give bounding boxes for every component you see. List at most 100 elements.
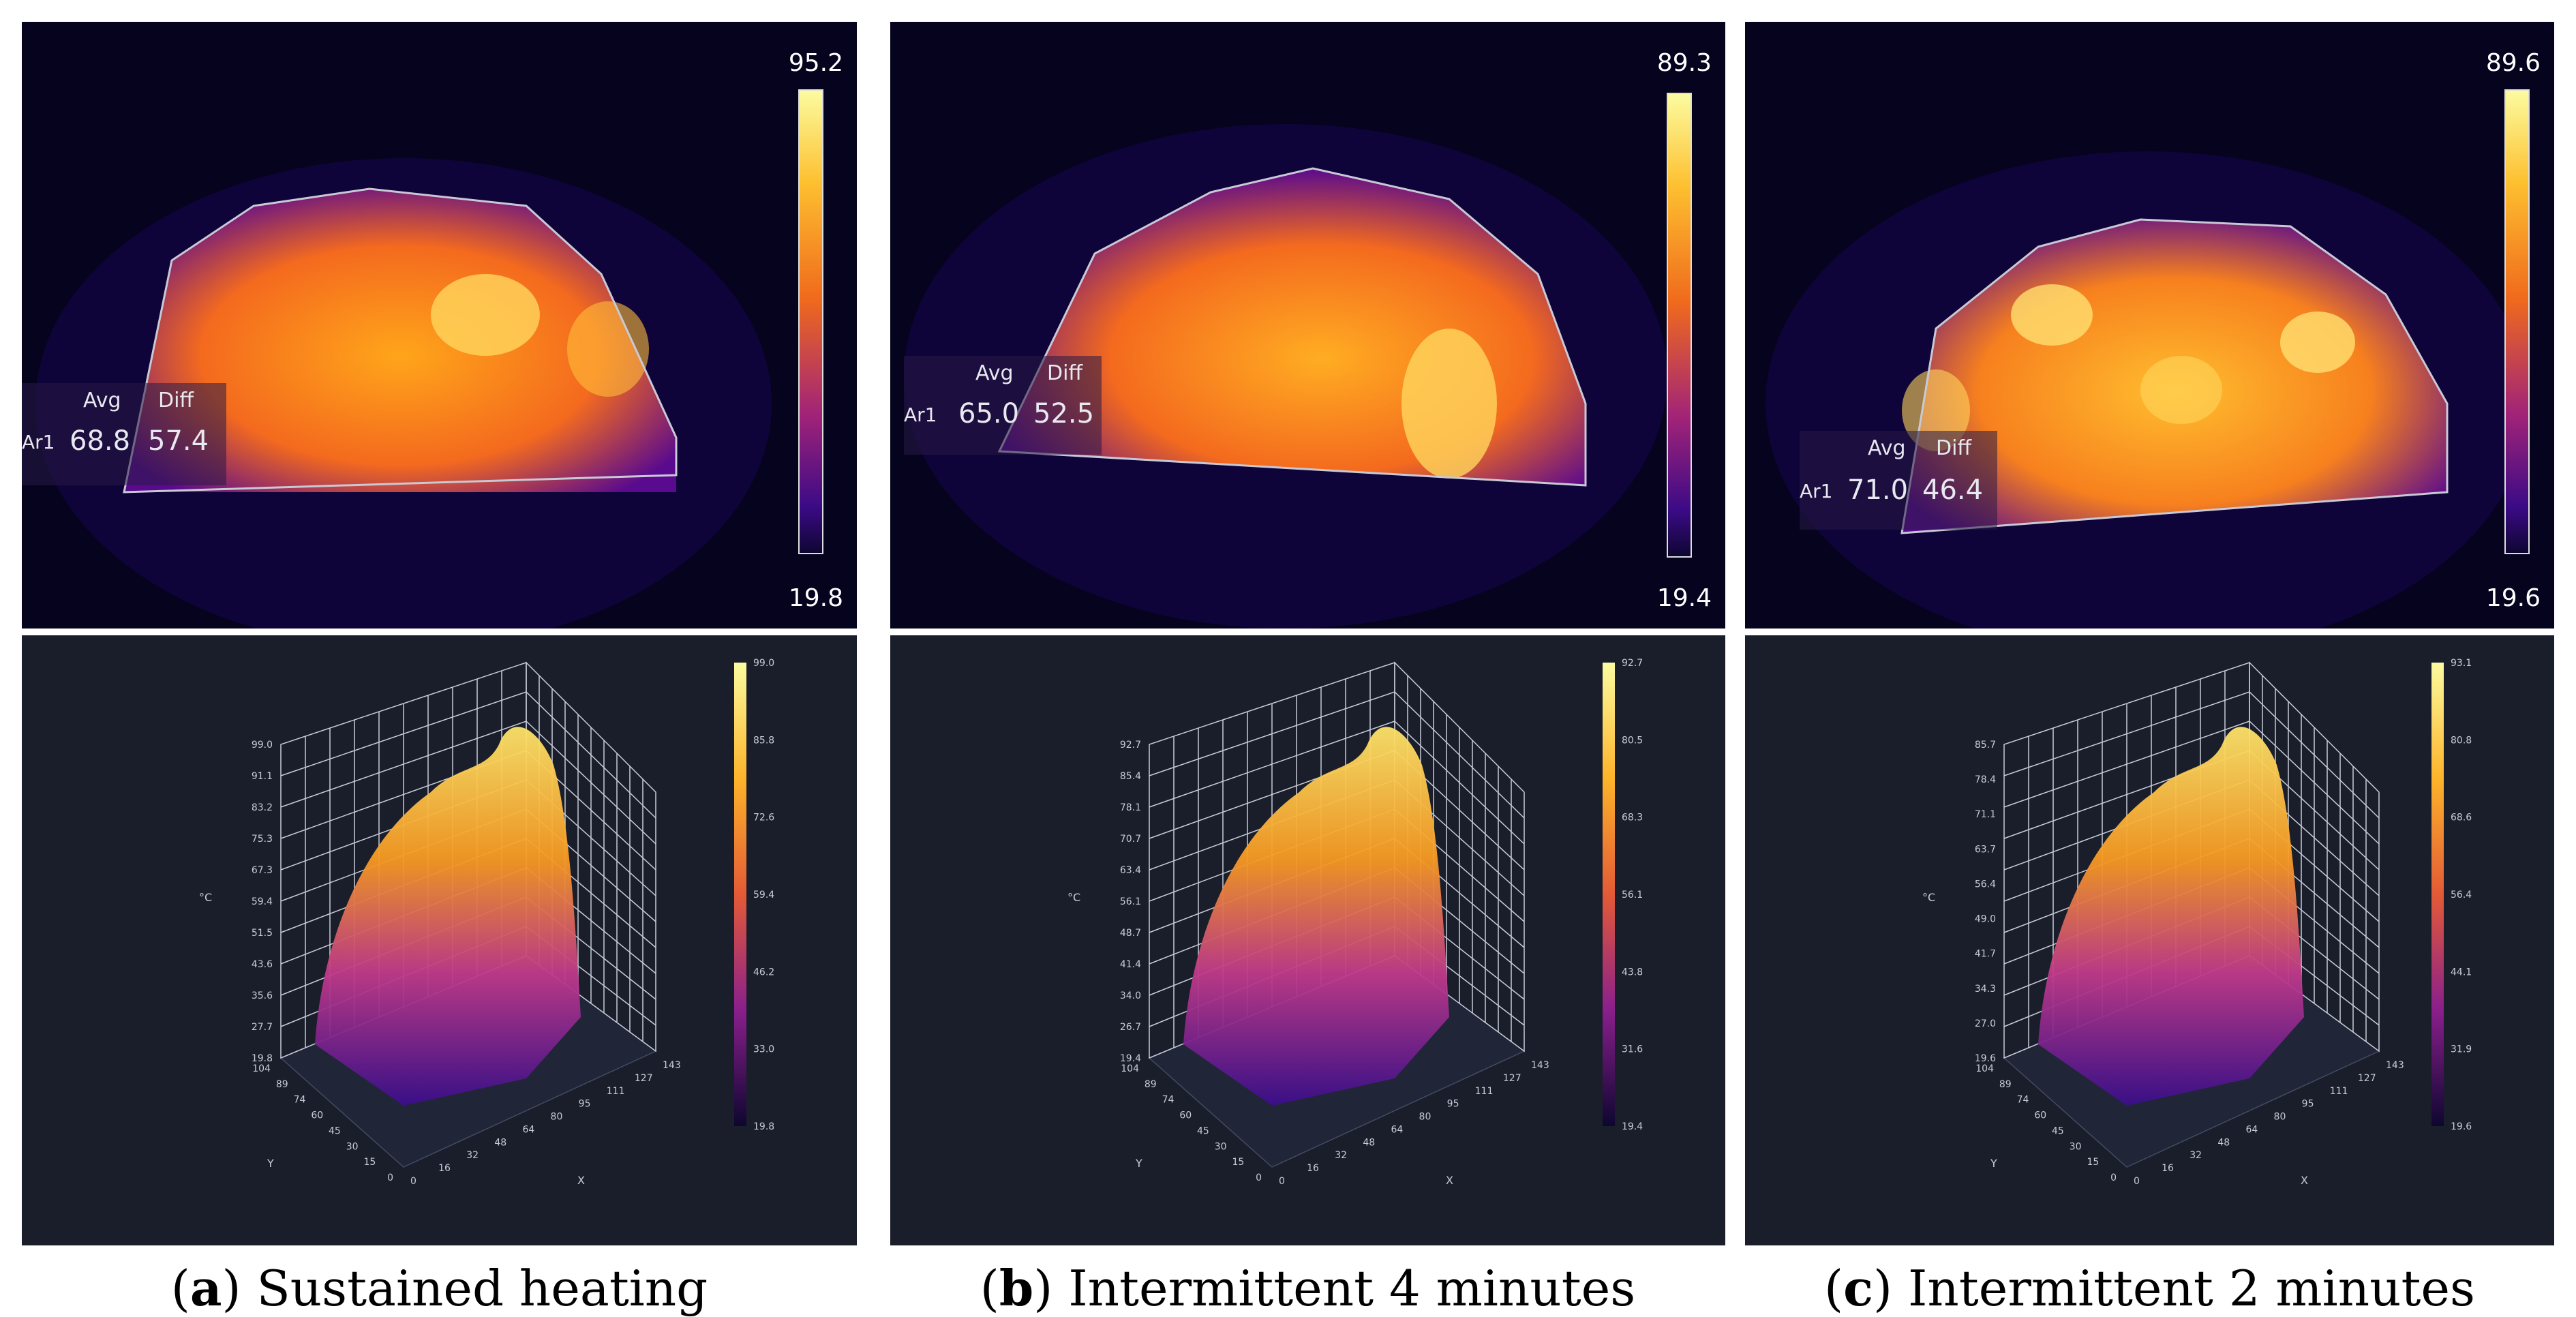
z-tick-label: 27.7: [252, 1022, 273, 1033]
z-tick-label: 67.3: [252, 865, 273, 876]
colorbar: [2431, 663, 2444, 1126]
caption-c: (c) Intermittent 2 minutes: [1824, 1259, 2475, 1317]
z-tick-label: 85.7: [1975, 740, 1996, 751]
roi-label: Ar1: [904, 404, 937, 426]
z-tick-label: 43.6: [252, 959, 273, 970]
surface-svg: 92.7 85.4 78.1 70.7 63.4 56.1 48.7 41.4 34.0 26.7…: [1067, 658, 1643, 1187]
y-tick-label: 74: [294, 1095, 306, 1106]
z-axis-label: °C: [1067, 891, 1080, 904]
colorbar-tick-label: 68.6: [2451, 813, 2472, 823]
temperature-surface: [1183, 727, 1449, 1106]
y-tick-label: 89: [1145, 1079, 1157, 1090]
diff-header: Diff: [1936, 436, 1972, 460]
diff-header: Diff: [158, 389, 194, 412]
diff-value: 57.4: [148, 425, 209, 457]
x-tick-label: 143: [1531, 1060, 1549, 1071]
diff-value: 46.4: [1922, 474, 1984, 506]
colorbar-tick-label: 19.6: [2451, 1121, 2472, 1132]
x-tick-label: 0: [2134, 1176, 2140, 1187]
y-tick-label: 0: [387, 1172, 393, 1183]
z-tick-label: 59.4: [252, 896, 273, 907]
colorbar-tick-label: 92.7: [1622, 658, 1643, 669]
caption-letter: b: [999, 1259, 1034, 1317]
colorbar: [1603, 663, 1615, 1126]
caption-letter: a: [190, 1259, 222, 1317]
z-tick-label: 78.1: [1120, 802, 1141, 813]
panel-a: 95.2 19.8 Avg Diff Ar1 68.8 57.4 99.0 91.…: [22, 22, 857, 1317]
thermal-image-b: 89.3 19.4 Avg Diff Ar1 65.0 52.5: [890, 22, 1725, 629]
colorbar-tick-label: 19.8: [753, 1121, 774, 1132]
colorbar-tick-label: 31.9: [2451, 1044, 2472, 1055]
x-tick-label: 48: [2217, 1137, 2230, 1148]
x-tick-label: 143: [2386, 1060, 2404, 1071]
z-tick-label: 35.6: [252, 990, 273, 1001]
colorbar: [734, 663, 746, 1126]
roi-readout: Avg Diff Ar1 65.0 52.5: [904, 356, 1102, 455]
y-tick-label: 0: [2110, 1172, 2117, 1183]
colorbar-tick-label: 43.8: [1622, 967, 1643, 978]
avg-header: Avg: [1868, 436, 1906, 460]
z-tick-label: 26.7: [1120, 1022, 1141, 1033]
z-tick-label: 91.1: [252, 771, 273, 782]
colorbar-tick-label: 59.4: [753, 890, 774, 900]
x-axis-label: X: [1446, 1174, 1453, 1187]
scale-min: 19.8: [788, 584, 843, 612]
y-tick-label: 45: [1197, 1125, 1209, 1136]
diff-header: Diff: [1047, 361, 1083, 385]
y-tick-label: 104: [1975, 1063, 1994, 1074]
z-tick-label: 41.4: [1120, 959, 1141, 970]
colorbar-tick-label: 56.4: [2451, 890, 2472, 900]
avg-value: 68.8: [70, 425, 131, 457]
x-tick-label: 64: [1391, 1124, 1403, 1135]
roi-readout: Avg Diff Ar1 71.0 46.4: [1800, 431, 1997, 530]
x-tick-label: 80: [551, 1112, 563, 1123]
x-tick-label: 127: [635, 1073, 653, 1084]
caption-letter: c: [1843, 1259, 1873, 1317]
x-axis-label: X: [577, 1174, 585, 1187]
z-tick-label: 70.7: [1120, 834, 1141, 845]
avg-header: Avg: [83, 389, 121, 412]
caption-b: (b) Intermittent 4 minutes: [980, 1259, 1636, 1317]
y-tick-label: 30: [2070, 1141, 2082, 1152]
x-tick-label: 32: [466, 1150, 479, 1161]
x-tick-label: 16: [2162, 1163, 2174, 1174]
z-tick-label: 19.8: [252, 1053, 273, 1064]
z-tick-label: 19.4: [1120, 1053, 1141, 1064]
y-tick-label: 0: [1256, 1172, 1262, 1183]
x-tick-label: 32: [2189, 1150, 2202, 1161]
z-tick-label: 56.4: [1975, 879, 1996, 890]
thermal-render: [904, 93, 1692, 629]
colorbar-tick-label: 33.0: [753, 1044, 774, 1055]
x-tick-label: 111: [1475, 1086, 1494, 1097]
x-tick-label: 16: [438, 1163, 451, 1174]
colorbar-tick-label: 44.1: [2451, 967, 2472, 978]
y-tick-label: 15: [1232, 1157, 1244, 1168]
z-tick-label: 63.7: [1975, 844, 1996, 855]
x-tick-label: 32: [1335, 1150, 1347, 1161]
z-axis-label: °C: [1922, 891, 1935, 904]
avg-value: 65.0: [958, 398, 1020, 429]
z-tick-label: 34.0: [1120, 990, 1141, 1001]
y-tick-label: 15: [2087, 1157, 2099, 1168]
x-tick-label: 48: [1363, 1137, 1375, 1148]
x-tick-label: 127: [2358, 1073, 2376, 1084]
thermal-render: [1766, 89, 2530, 629]
y-tick-label: 45: [2052, 1125, 2064, 1136]
scale-max: 95.2: [788, 49, 843, 77]
z-tick-label: 78.4: [1975, 774, 1996, 785]
z-tick-label: 85.4: [1120, 771, 1141, 782]
z-tick-label: 51.5: [252, 928, 273, 939]
temperature-surface: [315, 727, 581, 1106]
colorbar-tick-label: 46.2: [753, 967, 774, 978]
x-tick-label: 80: [1419, 1112, 1431, 1123]
y-tick-label: 60: [2034, 1110, 2046, 1121]
thermal-render: [35, 89, 823, 629]
colorbar-tick-label: 31.6: [1622, 1044, 1643, 1055]
avg-value: 71.0: [1847, 474, 1909, 506]
y-tick-label: 30: [346, 1141, 359, 1152]
z-tick-label: 71.1: [1975, 809, 1996, 820]
z-tick-label: 92.7: [1120, 740, 1141, 751]
z-tick-label: 63.4: [1120, 865, 1141, 876]
y-tick-label: 89: [1999, 1079, 2012, 1090]
x-tick-label: 64: [2245, 1124, 2258, 1135]
